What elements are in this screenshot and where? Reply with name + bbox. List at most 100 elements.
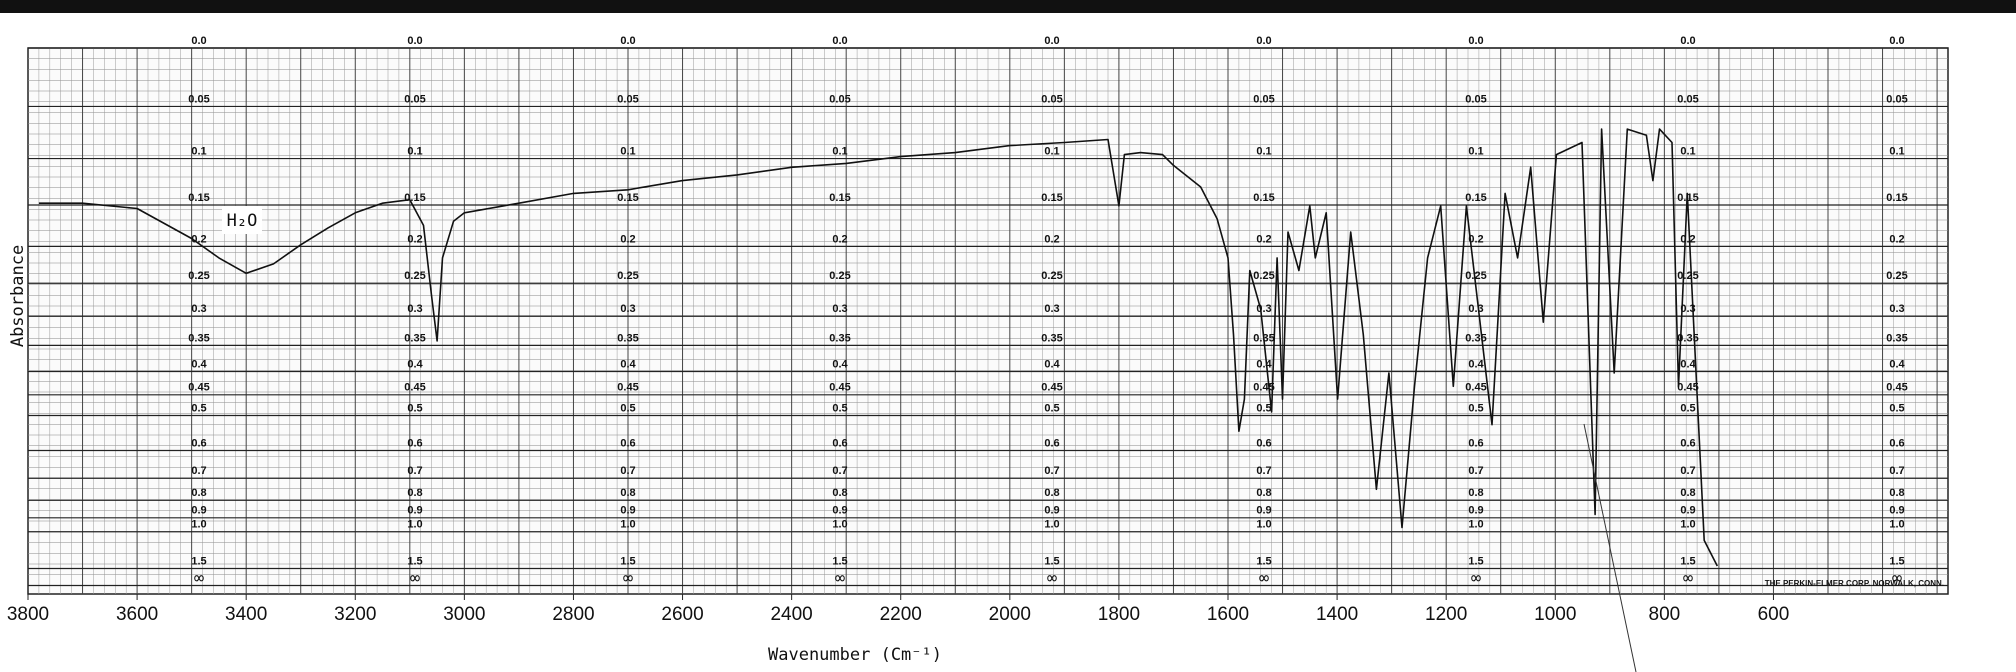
y-tick-label: 1.5 — [407, 555, 422, 567]
y-tick-label: 0.15 — [404, 192, 425, 204]
y-tick-label: 1.5 — [191, 555, 206, 567]
y-tick-label: 0.4 — [620, 358, 636, 370]
y-tick-label: 0.25 — [1886, 270, 1907, 282]
y-tick-label: 0.45 — [829, 382, 850, 394]
y-tick-label: 0.9 — [191, 505, 206, 517]
pen-stroke — [1583, 423, 1637, 672]
y-tick-label: 0.0 — [832, 35, 847, 47]
footer-text: THE PERKIN-ELMER CORP. NORWALK, CONN. — [1765, 579, 1944, 588]
y-tick-label: 0.45 — [404, 382, 425, 394]
x-tick-label: 3200 — [334, 604, 376, 625]
y-tick-label: 0.25 — [188, 270, 209, 282]
x-tick-label: 3600 — [116, 604, 158, 625]
x-tick-label: 2400 — [770, 604, 812, 625]
y-tick-label: 0.4 — [407, 358, 423, 370]
y-tick-label: 0.15 — [1253, 192, 1274, 204]
x-tick-label: 1600 — [1207, 604, 1249, 625]
y-tick-label: 0.5 — [1680, 402, 1695, 414]
x-tick-label: 1400 — [1316, 604, 1358, 625]
y-tick-label: 0.05 — [404, 93, 425, 105]
y-tick-label: 0.6 — [191, 437, 206, 449]
x-tick-label: 1800 — [1098, 604, 1140, 625]
y-tick-label: 0.9 — [1044, 505, 1059, 517]
y-tick-label: 0.25 — [1253, 270, 1274, 282]
y-tick-label: 0.35 — [404, 332, 425, 344]
y-tick-label: 0.1 — [1256, 145, 1271, 157]
y-tick-label: 0.0 — [407, 35, 422, 47]
y-tick-label: 1.5 — [1680, 555, 1695, 567]
y-tick-label: 0.8 — [1044, 487, 1059, 499]
y-tick-label: 0.25 — [829, 270, 850, 282]
y-tick-label: 0.7 — [1468, 465, 1483, 477]
annotation-bg — [222, 206, 262, 234]
x-tick-label: 600 — [1758, 604, 1790, 625]
y-tick-label: 0.3 — [1889, 303, 1904, 315]
y-tick-label: 0.4 — [1044, 358, 1060, 370]
y-tick-label: 0.15 — [188, 192, 209, 204]
y-tick-label: 0.4 — [1680, 358, 1696, 370]
y-tick-label: 0.8 — [407, 487, 422, 499]
y-tick-label: 0.8 — [620, 487, 635, 499]
y-tick-label: 0.35 — [1041, 332, 1062, 344]
y-tick-label: 0.1 — [1889, 145, 1904, 157]
x-axis-title: Wavenumber (Cm⁻¹) — [768, 645, 942, 665]
y-tick-label: 1.0 — [191, 519, 206, 531]
y-tick-label: 0.15 — [1041, 192, 1062, 204]
y-tick-label: 1.0 — [1468, 519, 1483, 531]
x-tick-label: 800 — [1649, 604, 1681, 625]
y-tick-label: 0.9 — [1680, 505, 1695, 517]
y-tick-label: 0.35 — [1677, 332, 1698, 344]
y-tick-label: 0.4 — [1256, 358, 1272, 370]
y-tick-label: ∞ — [1892, 569, 1902, 589]
y-tick-label: 0.4 — [1889, 358, 1905, 370]
y-tick-label: 1.5 — [832, 555, 847, 567]
y-tick-label: 0.8 — [1889, 487, 1904, 499]
y-tick-label: 0.05 — [1677, 93, 1698, 105]
y-tick-label: 0.3 — [1468, 303, 1483, 315]
y-tick-label: 0.35 — [617, 332, 638, 344]
y-tick-label: 0.6 — [832, 437, 847, 449]
y-tick-label: 0.1 — [1468, 145, 1483, 157]
y-tick-label: ∞ — [410, 569, 420, 589]
y-tick-label: 0.5 — [191, 402, 206, 414]
y-tick-label: 0.25 — [1465, 270, 1486, 282]
y-tick-label: 0.9 — [407, 505, 422, 517]
y-tick-label: 0.05 — [829, 93, 850, 105]
scan-border — [0, 0, 2016, 13]
y-tick-label: 0.2 — [407, 233, 422, 245]
y-tick-label: 0.5 — [1044, 402, 1059, 414]
y-tick-label: 0.5 — [407, 402, 422, 414]
y-tick-label: 1.0 — [1889, 519, 1904, 531]
y-tick-label: 0.45 — [1886, 382, 1907, 394]
y-tick-label: 0.05 — [188, 93, 209, 105]
y-tick-label: 0.45 — [1253, 382, 1274, 394]
y-tick-label: 0.5 — [832, 402, 847, 414]
x-tick-label: 3400 — [225, 604, 267, 625]
y-tick-label: 0.5 — [1468, 402, 1483, 414]
annotation: H₂O — [227, 211, 258, 231]
y-tick-label: 0.9 — [1889, 505, 1904, 517]
y-tick-label: 1.0 — [1680, 519, 1695, 531]
y-tick-label: 0.15 — [1465, 192, 1486, 204]
y-tick-label: 0.3 — [1044, 303, 1059, 315]
y-tick-label: 0.25 — [404, 270, 425, 282]
y-tick-label: 0.6 — [1680, 437, 1695, 449]
x-tick-label: 2800 — [552, 604, 594, 625]
y-tick-label: 0.7 — [191, 465, 206, 477]
y-tick-label: 0.2 — [1680, 233, 1695, 245]
y-tick-label: 0.05 — [617, 93, 638, 105]
y-tick-label: 0.6 — [1044, 437, 1059, 449]
y-tick-label: ∞ — [1471, 569, 1481, 589]
y-tick-label: 0.7 — [1044, 465, 1059, 477]
y-tick-label: 0.6 — [407, 437, 422, 449]
y-tick-label: 0.9 — [1468, 505, 1483, 517]
y-tick-label: 0.2 — [1889, 233, 1904, 245]
y-tick-label: 0.8 — [1468, 487, 1483, 499]
x-tick-label: 3000 — [443, 604, 485, 625]
y-tick-label: 0.4 — [832, 358, 848, 370]
y-tick-label: 0.45 — [1677, 382, 1698, 394]
y-tick-label: 1.5 — [620, 555, 635, 567]
y-tick-label: 0.5 — [1889, 402, 1904, 414]
y-tick-label: 1.0 — [620, 519, 635, 531]
